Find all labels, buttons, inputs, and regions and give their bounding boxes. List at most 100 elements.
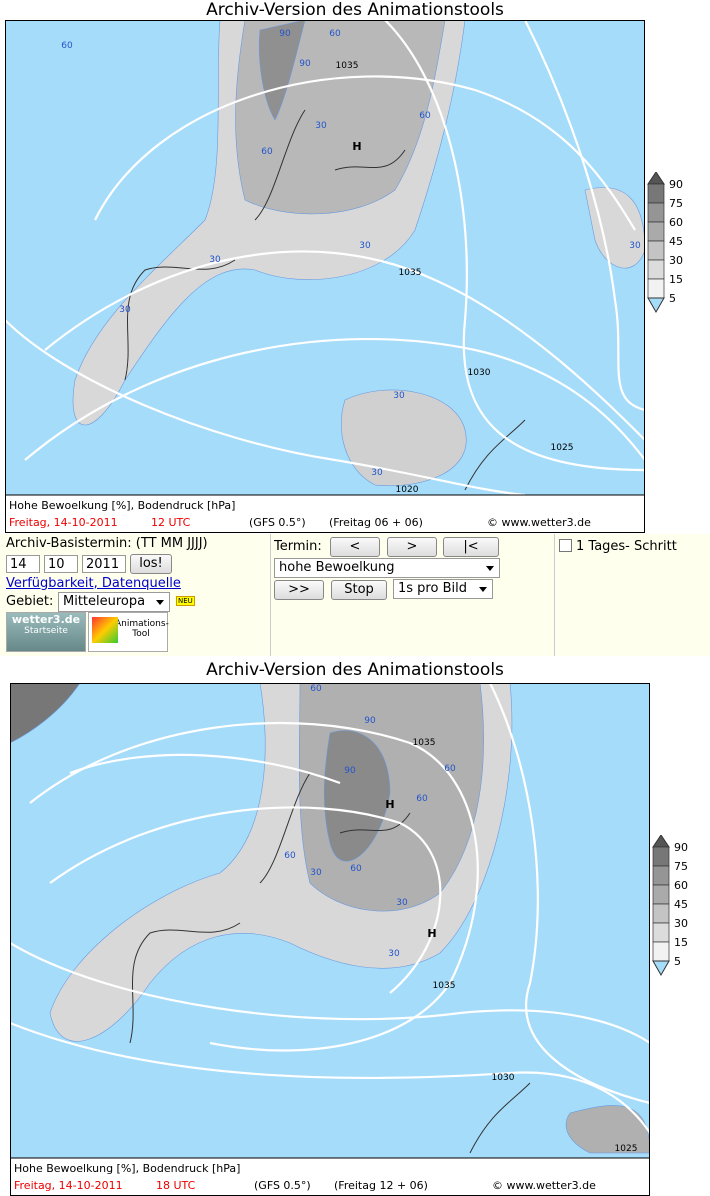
cloud-area: [323, 730, 391, 862]
control-panel: Archiv-Basistermin: (TT MM JJJJ) 14 10 2…: [0, 534, 710, 656]
parameter-select[interactable]: hohe Bewoelkung: [274, 558, 500, 578]
cloud-label: 60: [61, 41, 73, 51]
isobar: [29, 721, 479, 1052]
label: Termin:: [274, 539, 322, 554]
icon-text: wetter3.de: [11, 613, 81, 626]
caption-run: (Freitag 12 + 06): [334, 1179, 428, 1192]
map: 1035 1035 1030 1025 H H 90 90 60 60 60 60 60 30 30 30 Ho…: [10, 683, 650, 1196]
next-button[interactable]: >: [387, 537, 437, 557]
isobar: [10, 942, 650, 1044]
link[interactable]: Verfügbarkeit, Datenquelle: [6, 576, 181, 591]
legend-label: 30: [669, 254, 683, 267]
isobar-label: 1030: [492, 1073, 515, 1083]
legend-swatch: [652, 865, 670, 886]
caption-time: 18 UTC: [156, 1179, 196, 1192]
legend-label: 75: [669, 197, 683, 210]
legend-label: 90: [674, 841, 688, 854]
stop-button[interactable]: Stop: [331, 580, 387, 600]
coastline: [129, 772, 531, 1154]
caption-date: Freitag, 14-10-2011: [9, 516, 118, 529]
legend-swatch: [652, 903, 670, 924]
isobar: [489, 683, 650, 1105]
cloud-label: 30: [396, 898, 408, 908]
title: Archiv-Version des Animationstools: [206, 0, 504, 20]
legend-swatch: [652, 941, 670, 962]
cloud-label: 90: [279, 29, 291, 39]
legend-swatch: [652, 884, 670, 905]
caption-time: 12 UTC: [151, 516, 191, 529]
isobar-label: 1030: [468, 368, 491, 378]
cloud-label: 30: [315, 121, 327, 131]
speed-select[interactable]: 1s pro Bild: [393, 579, 493, 599]
caption-model: (GFS 0.5°): [249, 516, 306, 529]
isobar: [69, 753, 341, 785]
pressure-center: H: [427, 927, 436, 940]
coastline: [124, 109, 526, 491]
cloud-label: 90: [299, 59, 311, 69]
isobar-label: 1025: [615, 1144, 638, 1154]
label: Archiv-Basistermin: (TT MM JJJJ): [6, 536, 208, 551]
label: 1 Tages- Schritt: [576, 539, 677, 554]
day-input[interactable]: 14: [6, 555, 40, 573]
legend-label: 45: [674, 898, 688, 911]
legend-label: 99: [669, 172, 683, 175]
month-input[interactable]: 10: [44, 555, 78, 573]
icon-image: [92, 617, 118, 643]
go-button[interactable]: los!: [130, 554, 172, 574]
isobar-label: 1020: [396, 485, 419, 495]
cloud-label: 30: [209, 255, 221, 265]
cloud-label: 30: [393, 391, 405, 401]
legend-label: 90: [669, 178, 683, 191]
isobar: [384, 20, 645, 472]
caption-credit: © www.wetter3.de: [492, 1179, 596, 1192]
badge: NEU: [176, 596, 195, 606]
play-button[interactable]: >>: [274, 580, 324, 600]
legend-swatch: [652, 846, 670, 867]
cloud-area: [340, 389, 467, 487]
anim-icon[interactable]: Animations- Tool: [88, 612, 169, 652]
legend-label: 5: [674, 955, 681, 968]
checkbox[interactable]: [559, 539, 572, 552]
legend-label: 30: [674, 917, 688, 930]
caption-model: (GFS 0.5°): [254, 1179, 311, 1192]
first-button[interactable]: |<: [443, 537, 499, 557]
isobar: [5, 319, 526, 497]
divider: [554, 534, 555, 656]
cloud-label: 60: [284, 851, 296, 861]
cloud-label: 60: [329, 29, 341, 39]
label: Gebiet:: [6, 594, 54, 609]
isobar: [44, 250, 645, 441]
cloud-label: 60: [416, 794, 428, 804]
isobar-label: 1035: [413, 738, 436, 748]
legend-label: 15: [669, 273, 683, 286]
pressure-center: H: [352, 140, 361, 153]
legend-label: 99: [674, 835, 688, 838]
prev-button[interactable]: <: [330, 537, 380, 557]
legend: 99 90 75 60 45 30 15 5: [652, 835, 688, 977]
home-icon[interactable]: wetter3.de Startseite: [6, 612, 86, 652]
caption-band: [6, 495, 644, 532]
cloud-label: 30: [371, 468, 383, 478]
year-input[interactable]: 2011: [82, 555, 126, 573]
cloud-label: 60: [350, 864, 362, 874]
title: Archiv-Version des Animationstools: [206, 660, 504, 680]
caption-credit: © www.wetter3.de: [487, 516, 591, 529]
cloud-area: [258, 20, 306, 121]
cloud-label: 60: [310, 684, 322, 694]
isobar: [524, 20, 645, 412]
legend-swatch: [652, 960, 670, 977]
legend: 99 90 75 60 45 30 15 5: [647, 172, 683, 314]
isobar-label: 1025: [551, 443, 574, 453]
legend-swatch: [652, 922, 670, 943]
caption-date: Freitag, 14-10-2011: [14, 1179, 123, 1192]
map-frame: [5, 20, 645, 533]
legend-swatch: [647, 297, 665, 314]
icon-text: Startseite: [24, 626, 68, 636]
area-select[interactable]: Mitteleuropa: [58, 592, 170, 612]
caption-variable: Hohe Bewoelkung [%], Bodendruck [hPa]: [9, 499, 235, 512]
cloud-label: 30: [119, 305, 131, 315]
cloud-label: 60: [261, 147, 273, 157]
cloud-area: [584, 187, 645, 269]
